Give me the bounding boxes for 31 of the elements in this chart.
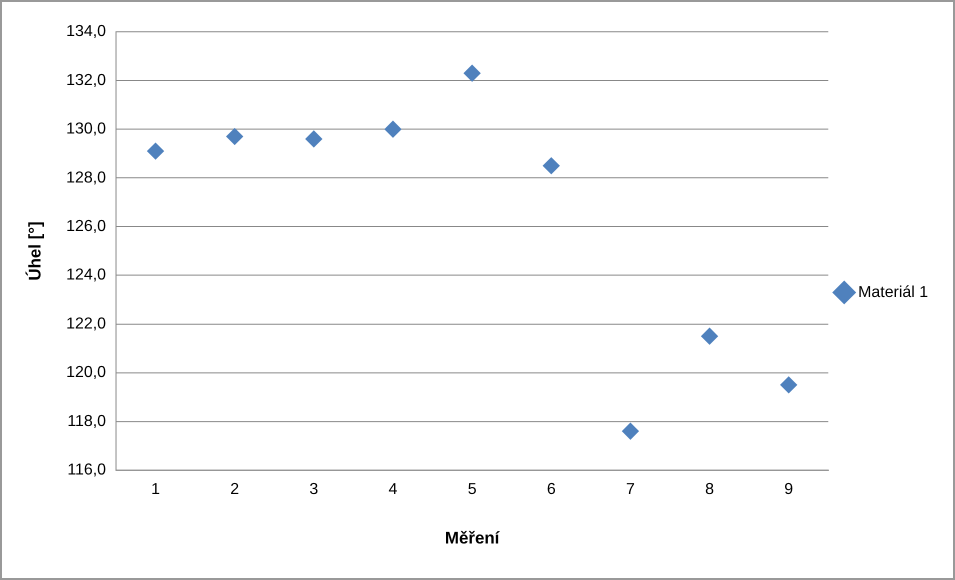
x-tick-label: 6 [546,481,556,498]
y-tick-label: 134,0 [66,23,106,40]
x-tick-label: 7 [626,481,635,498]
x-tick-label: 1 [151,481,160,498]
y-tick-label: 118,0 [67,412,106,430]
point [464,64,481,82]
point [305,130,322,148]
point [384,120,402,138]
point [701,328,718,345]
point [622,422,639,440]
x-tick-label: 4 [388,481,398,498]
legend-label: Materiál 1 [858,284,928,301]
x-tick-label: 9 [784,481,794,498]
y-tick-label: 130,0 [66,120,106,138]
point [226,128,244,145]
x-tick-label: 5 [468,481,477,498]
x-tick-label: 2 [230,481,240,498]
y-tick-label: 128,0 [66,169,106,186]
y-axis-title: Úhel [°] [26,221,45,281]
y-tick-label: 122,0 [66,315,106,332]
point [147,142,164,160]
x-tick-label: 8 [705,481,714,498]
y-tick-label: 132,0 [66,72,106,89]
y-tick-label: 124,0 [66,266,106,284]
y-tick-label: 126,0 [66,218,106,235]
point [780,376,798,394]
point [542,157,560,174]
x-axis-title: Měření [444,528,501,548]
y-tick-label: 120,0 [66,364,106,382]
y-tick-label: 116,0 [67,462,106,479]
x-tick-label: 3 [309,481,318,498]
